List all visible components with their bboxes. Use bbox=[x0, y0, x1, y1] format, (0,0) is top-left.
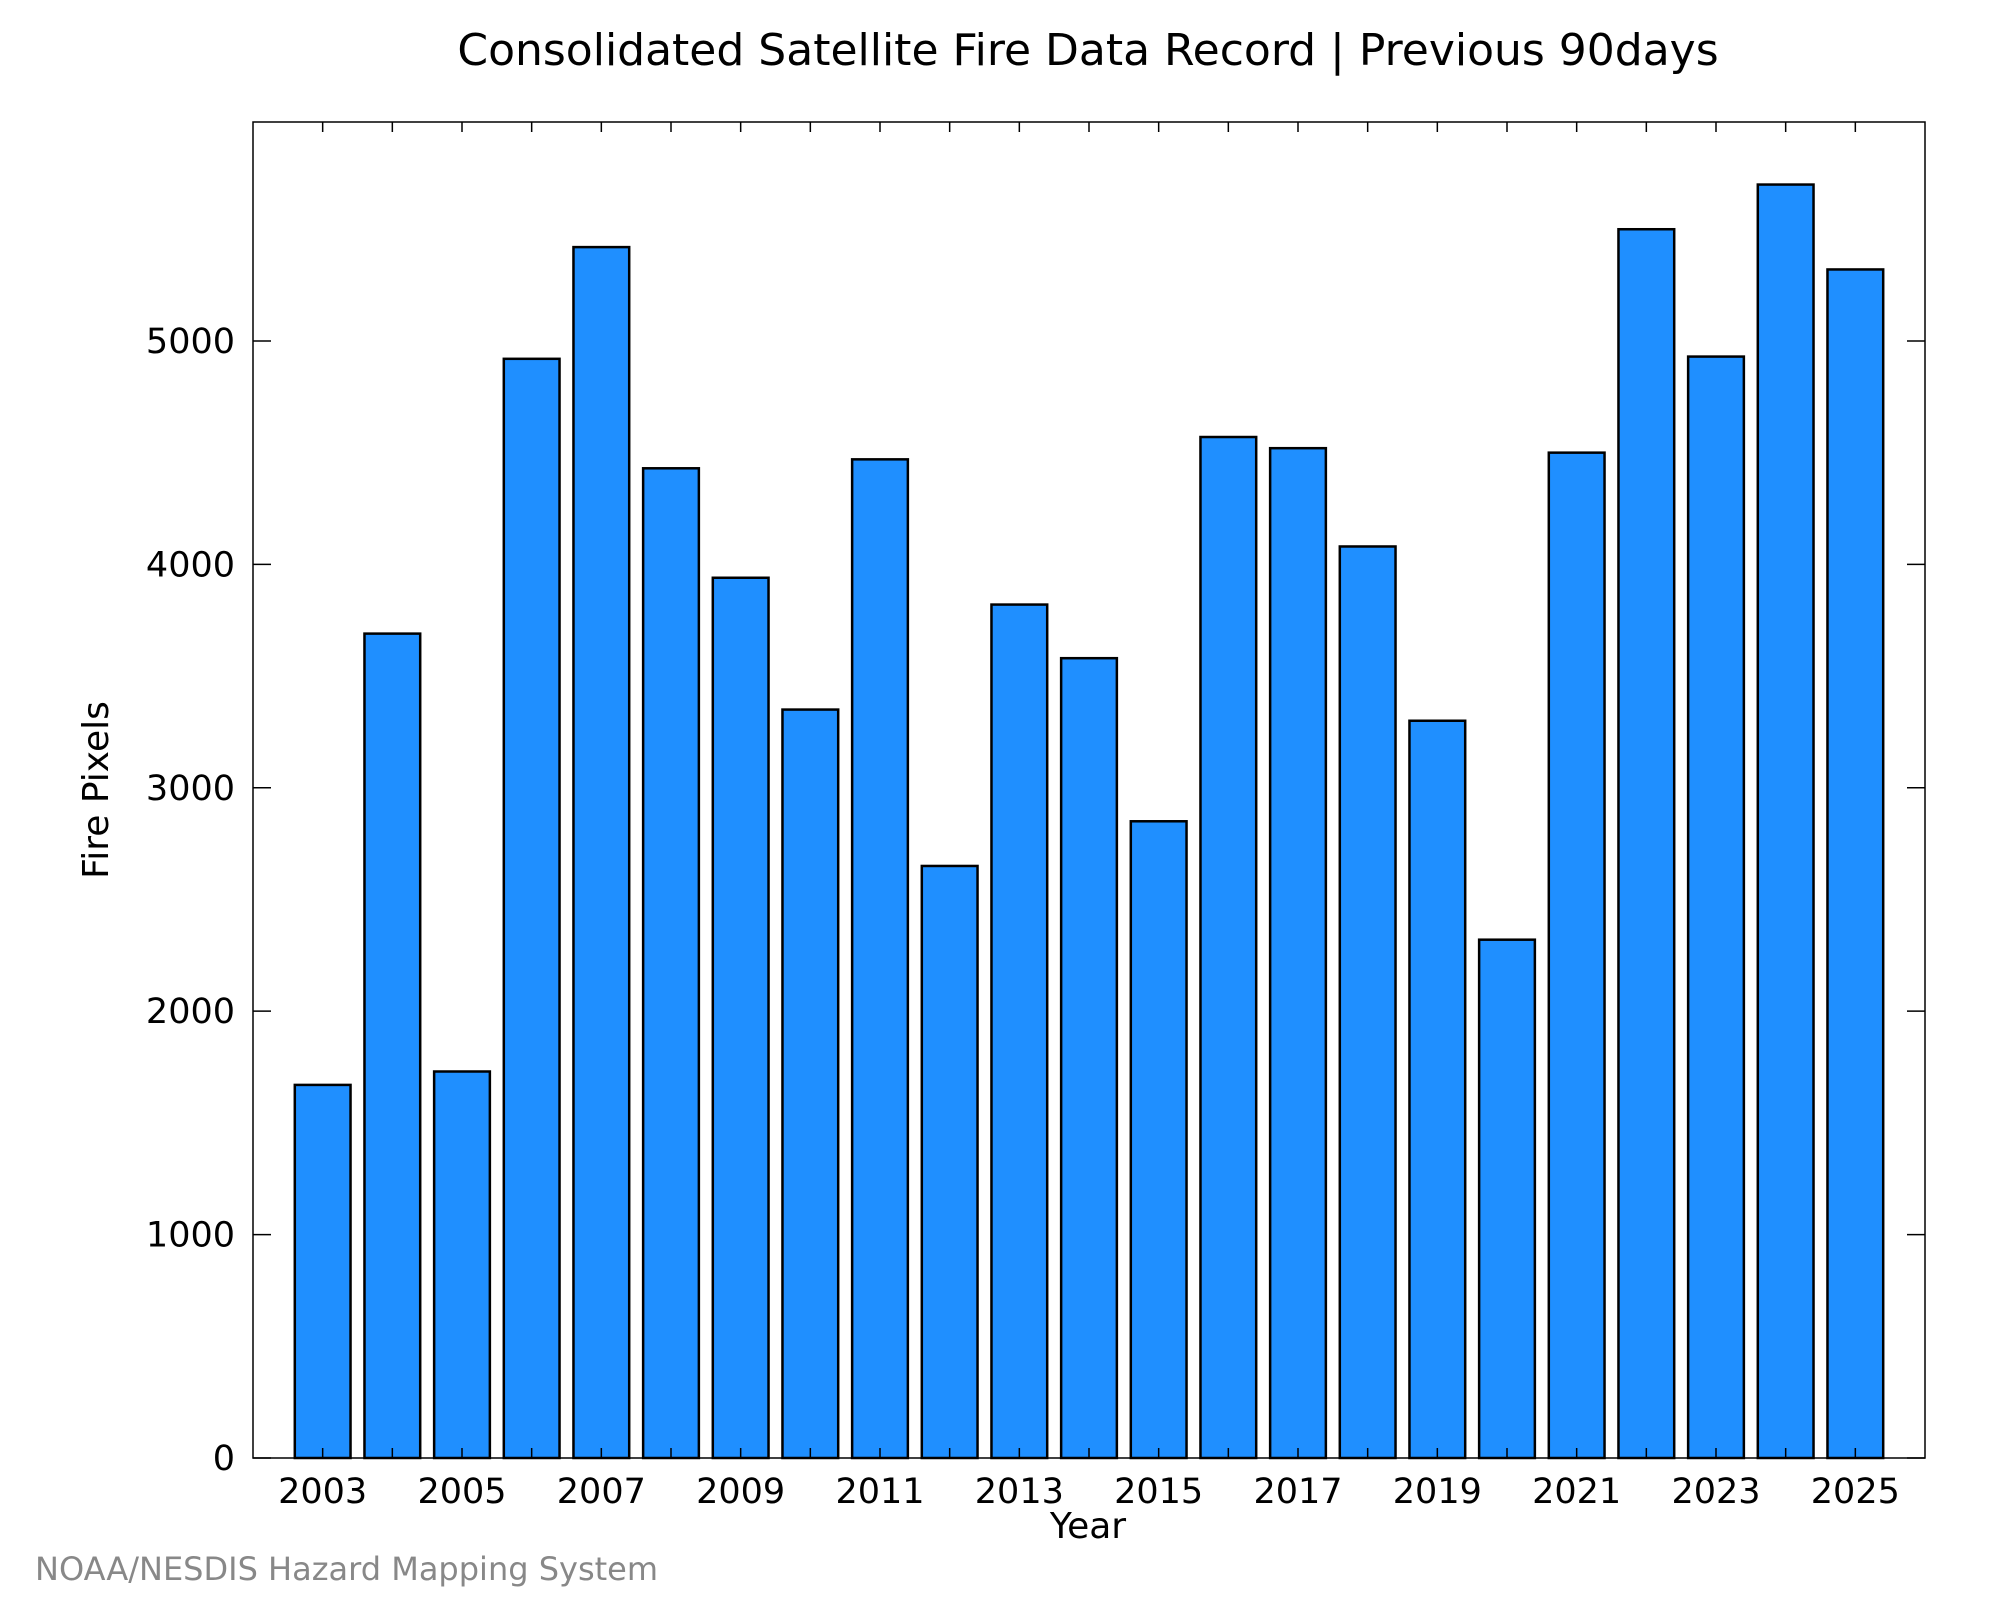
x-tick-label-2013: 2013 bbox=[975, 1472, 1064, 1512]
bar-2022 bbox=[1617, 227, 1676, 1460]
bar-2018 bbox=[1338, 545, 1397, 1460]
x-tick-label-2023: 2023 bbox=[1671, 1472, 1760, 1512]
bar-2019 bbox=[1408, 719, 1467, 1460]
y-axis-label: Fire Pixels bbox=[76, 701, 117, 879]
bar-2020 bbox=[1477, 938, 1537, 1460]
source-credit: NOAA/NESDIS Hazard Mapping System bbox=[35, 1550, 658, 1588]
bar-2016 bbox=[1199, 435, 1258, 1460]
bar-2006 bbox=[502, 357, 561, 1460]
y-tick-label-5000: 5000 bbox=[146, 322, 235, 362]
x-tick-label-2015: 2015 bbox=[1114, 1472, 1203, 1512]
bar-2011 bbox=[850, 458, 910, 1460]
bar-2021 bbox=[1547, 451, 1606, 1460]
bar-2012 bbox=[920, 864, 979, 1460]
y-tick-label-1000: 1000 bbox=[146, 1216, 235, 1256]
x-tick-label-2007: 2007 bbox=[557, 1472, 646, 1512]
bar-2008 bbox=[641, 467, 701, 1460]
bar-2014 bbox=[1059, 656, 1119, 1460]
x-axis-label: Year bbox=[1049, 1506, 1126, 1547]
x-tick-label-2003: 2003 bbox=[278, 1472, 367, 1512]
axis-ticks: 0 1000 2000 3000 4000 5000 2003 2005 2007 2009 201… bbox=[146, 122, 1925, 1512]
x-tick-label-2021: 2021 bbox=[1532, 1472, 1621, 1512]
x-tick-label-2005: 2005 bbox=[417, 1472, 506, 1512]
x-tick-label-2017: 2017 bbox=[1253, 1472, 1342, 1512]
bar-2004 bbox=[363, 632, 422, 1460]
bar-2007 bbox=[572, 245, 631, 1460]
bar-2023 bbox=[1686, 355, 1746, 1460]
bar-2013 bbox=[990, 603, 1049, 1460]
chart-title: Consolidated Satellite Fire Data Record … bbox=[457, 25, 1718, 76]
y-tick-label-0: 0 bbox=[213, 1439, 235, 1479]
bar-2010 bbox=[781, 708, 840, 1460]
x-tick-label-2019: 2019 bbox=[1393, 1472, 1482, 1512]
y-tick-label-4000: 4000 bbox=[146, 545, 235, 585]
bar-2024 bbox=[1756, 183, 1815, 1460]
bar-2025 bbox=[1826, 268, 1885, 1460]
bar-2003 bbox=[293, 1083, 352, 1460]
bar-2017 bbox=[1268, 446, 1328, 1460]
bars bbox=[293, 183, 1885, 1460]
bar-2015 bbox=[1129, 820, 1188, 1460]
bar-2005 bbox=[432, 1070, 492, 1460]
y-tick-label-3000: 3000 bbox=[146, 769, 235, 809]
y-tick-label-2000: 2000 bbox=[146, 992, 235, 1032]
x-tick-label-2011: 2011 bbox=[835, 1472, 924, 1512]
bar-2009 bbox=[711, 576, 770, 1460]
x-tick-label-2009: 2009 bbox=[696, 1472, 785, 1512]
x-tick-label-2025: 2025 bbox=[1811, 1472, 1900, 1512]
